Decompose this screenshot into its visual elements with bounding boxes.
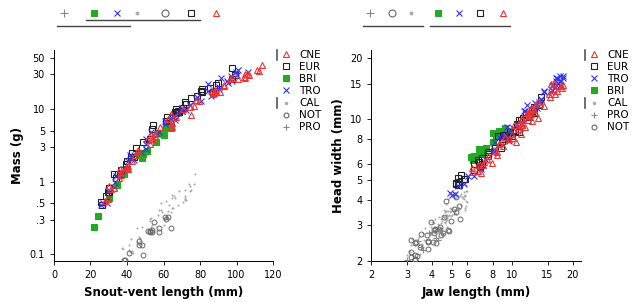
Legend: CNE, EUR, TRO, BRI, CAL, PRO, NOT: CNE, EUR, TRO, BRI, CAL, PRO, NOT: [583, 50, 629, 132]
Legend: CNE, EUR, BRI, TRO, CAL, NOT, PRO: CNE, EUR, BRI, TRO, CAL, NOT, PRO: [275, 50, 321, 132]
Y-axis label: Head width (mm): Head width (mm): [331, 98, 345, 213]
X-axis label: Jaw length (mm): Jaw length (mm): [422, 286, 531, 299]
Y-axis label: Mass (g): Mass (g): [11, 127, 24, 184]
X-axis label: Snout-vent length (mm): Snout-vent length (mm): [84, 286, 243, 299]
